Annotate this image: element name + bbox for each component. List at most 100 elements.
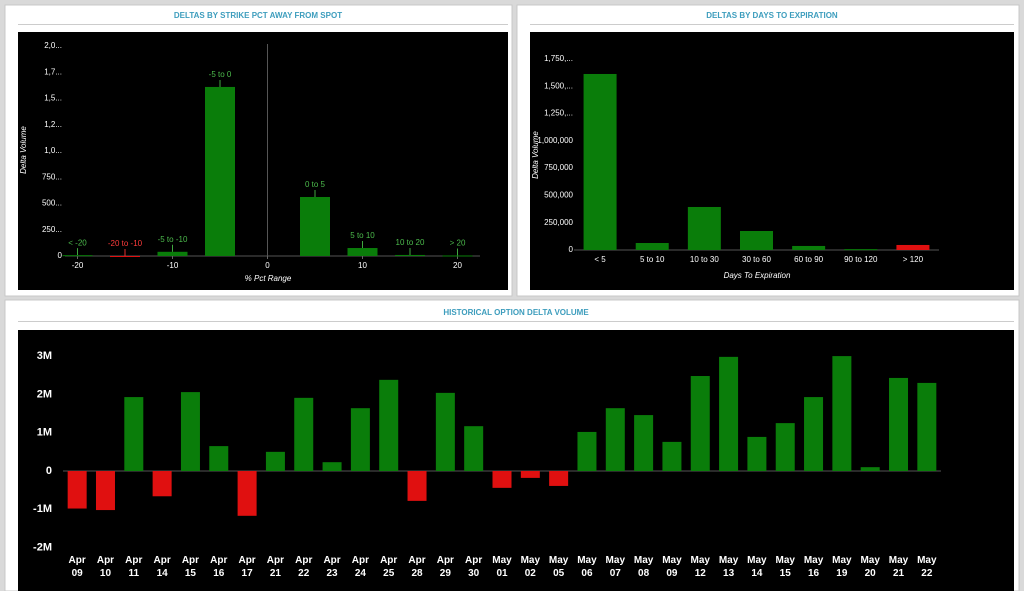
- x-tick-label: May 07: [605, 555, 625, 579]
- plot-area: [18, 32, 508, 290]
- bar: [395, 254, 425, 256]
- bar: [917, 382, 937, 471]
- x-tick-label: May 21: [888, 555, 909, 579]
- y-tick-label: 2M: [37, 388, 52, 400]
- bar: [62, 255, 93, 257]
- x-tick-label: 10 to 30: [690, 255, 719, 264]
- y-tick-label: 1,7...: [44, 67, 62, 76]
- y-tick-label: -1M: [33, 503, 52, 515]
- y-tick-label: 500,000: [544, 191, 573, 200]
- bar: [265, 451, 285, 471]
- x-tick-label: May 19: [832, 555, 852, 579]
- x-tick-label: Apr 23: [323, 555, 341, 579]
- y-tick-label: 0: [569, 245, 574, 254]
- y-tick-label: 0: [58, 251, 63, 260]
- bar: [180, 392, 200, 471]
- y-axis-label: Delta Volume: [531, 131, 540, 179]
- bar-label: 10 to 20: [396, 238, 425, 247]
- y-tick-label: 250,000: [544, 218, 573, 227]
- y-tick-label: 500...: [42, 199, 62, 208]
- bar: [605, 408, 625, 471]
- bar: [95, 471, 115, 511]
- bar-label: 5 to 10: [350, 231, 375, 240]
- y-tick-label: 0: [46, 465, 52, 477]
- x-tick-label: May 02: [520, 555, 541, 579]
- y-tick-label: 1,5...: [44, 94, 62, 103]
- bar: [464, 426, 484, 471]
- x-tick-label: 60 to 90: [794, 255, 823, 264]
- bar: [322, 462, 342, 471]
- bar: [379, 379, 399, 471]
- y-tick-label: 2,0...: [44, 41, 62, 50]
- bar: [690, 376, 710, 471]
- x-tick-label: Apr 17: [238, 555, 256, 579]
- x-tick-label: 0: [265, 261, 270, 270]
- bar: [67, 471, 87, 509]
- x-axis-label: % Pct Range: [245, 274, 292, 283]
- x-tick-label: Apr 30: [465, 555, 483, 579]
- bar: [300, 196, 330, 256]
- bar: [775, 423, 795, 471]
- y-tick-label: 1,000,000: [537, 136, 573, 145]
- bar: [634, 415, 654, 471]
- bar: [635, 243, 669, 250]
- x-tick-label: Apr 22: [295, 555, 313, 579]
- x-tick-label: May 16: [803, 555, 824, 579]
- bar: [157, 251, 188, 256]
- x-tick-label: -10: [167, 261, 179, 270]
- x-tick-label: May 20: [860, 555, 880, 579]
- x-tick-label: Apr 24: [351, 555, 369, 579]
- bar: [350, 408, 370, 471]
- x-tick-label: May 08: [633, 555, 654, 579]
- x-tick-label: 30 to 60: [742, 255, 771, 264]
- x-tick-label: -20: [72, 261, 84, 270]
- y-tick-label: 1,500,...: [544, 81, 573, 90]
- x-tick-label: Apr 09: [68, 555, 86, 579]
- x-tick-label: May 05: [548, 555, 569, 579]
- bar: [492, 471, 512, 488]
- x-tick-label: May 09: [662, 555, 682, 579]
- bar: [719, 356, 739, 471]
- y-tick-label: 1,2...: [44, 120, 62, 129]
- bar: [110, 256, 140, 257]
- x-tick-label: Apr 15: [181, 555, 200, 579]
- x-tick-label: Apr 29: [436, 555, 454, 579]
- x-tick-label: May 13: [718, 555, 739, 579]
- x-tick-label: May 06: [577, 555, 597, 579]
- y-tick-label: 1,0...: [44, 146, 62, 155]
- bar: [209, 446, 229, 471]
- x-tick-label: May 12: [690, 555, 710, 579]
- x-tick-label: May 22: [917, 555, 937, 579]
- bar: [896, 244, 930, 250]
- chart-title: DELTAS BY DAYS TO EXPIRATION: [706, 11, 838, 20]
- y-tick-label: 250...: [42, 225, 62, 234]
- bar: [205, 86, 235, 256]
- bar: [124, 397, 144, 471]
- bar: [583, 73, 617, 250]
- chart-title: DELTAS BY STRIKE PCT AWAY FROM SPOT: [174, 11, 342, 20]
- x-tick-label: Apr 28: [408, 555, 426, 579]
- bar-label: -5 to 0: [209, 70, 232, 79]
- bar: [687, 206, 721, 250]
- plot-area: [18, 330, 1014, 591]
- bar-label: > 20: [450, 239, 466, 248]
- bar: [740, 231, 773, 250]
- x-tick-label: < 5: [594, 255, 606, 264]
- bar: [844, 249, 878, 251]
- bar-label: < -20: [68, 238, 87, 247]
- y-tick-label: 1M: [37, 427, 52, 439]
- y-axis-label: Delta Volume: [19, 126, 28, 174]
- x-tick-label: Apr 16: [210, 555, 228, 579]
- bar: [407, 471, 427, 501]
- bar: [662, 441, 682, 471]
- y-tick-label: 1,750,...: [544, 54, 573, 63]
- x-tick-label: Apr 14: [153, 555, 171, 579]
- x-tick-label: Apr 11: [125, 555, 143, 579]
- y-tick-label: 3M: [37, 350, 52, 362]
- bar: [520, 471, 540, 478]
- bar: [747, 436, 767, 471]
- bar: [549, 471, 569, 486]
- bar: [347, 248, 378, 256]
- x-tick-label: > 120: [903, 255, 924, 264]
